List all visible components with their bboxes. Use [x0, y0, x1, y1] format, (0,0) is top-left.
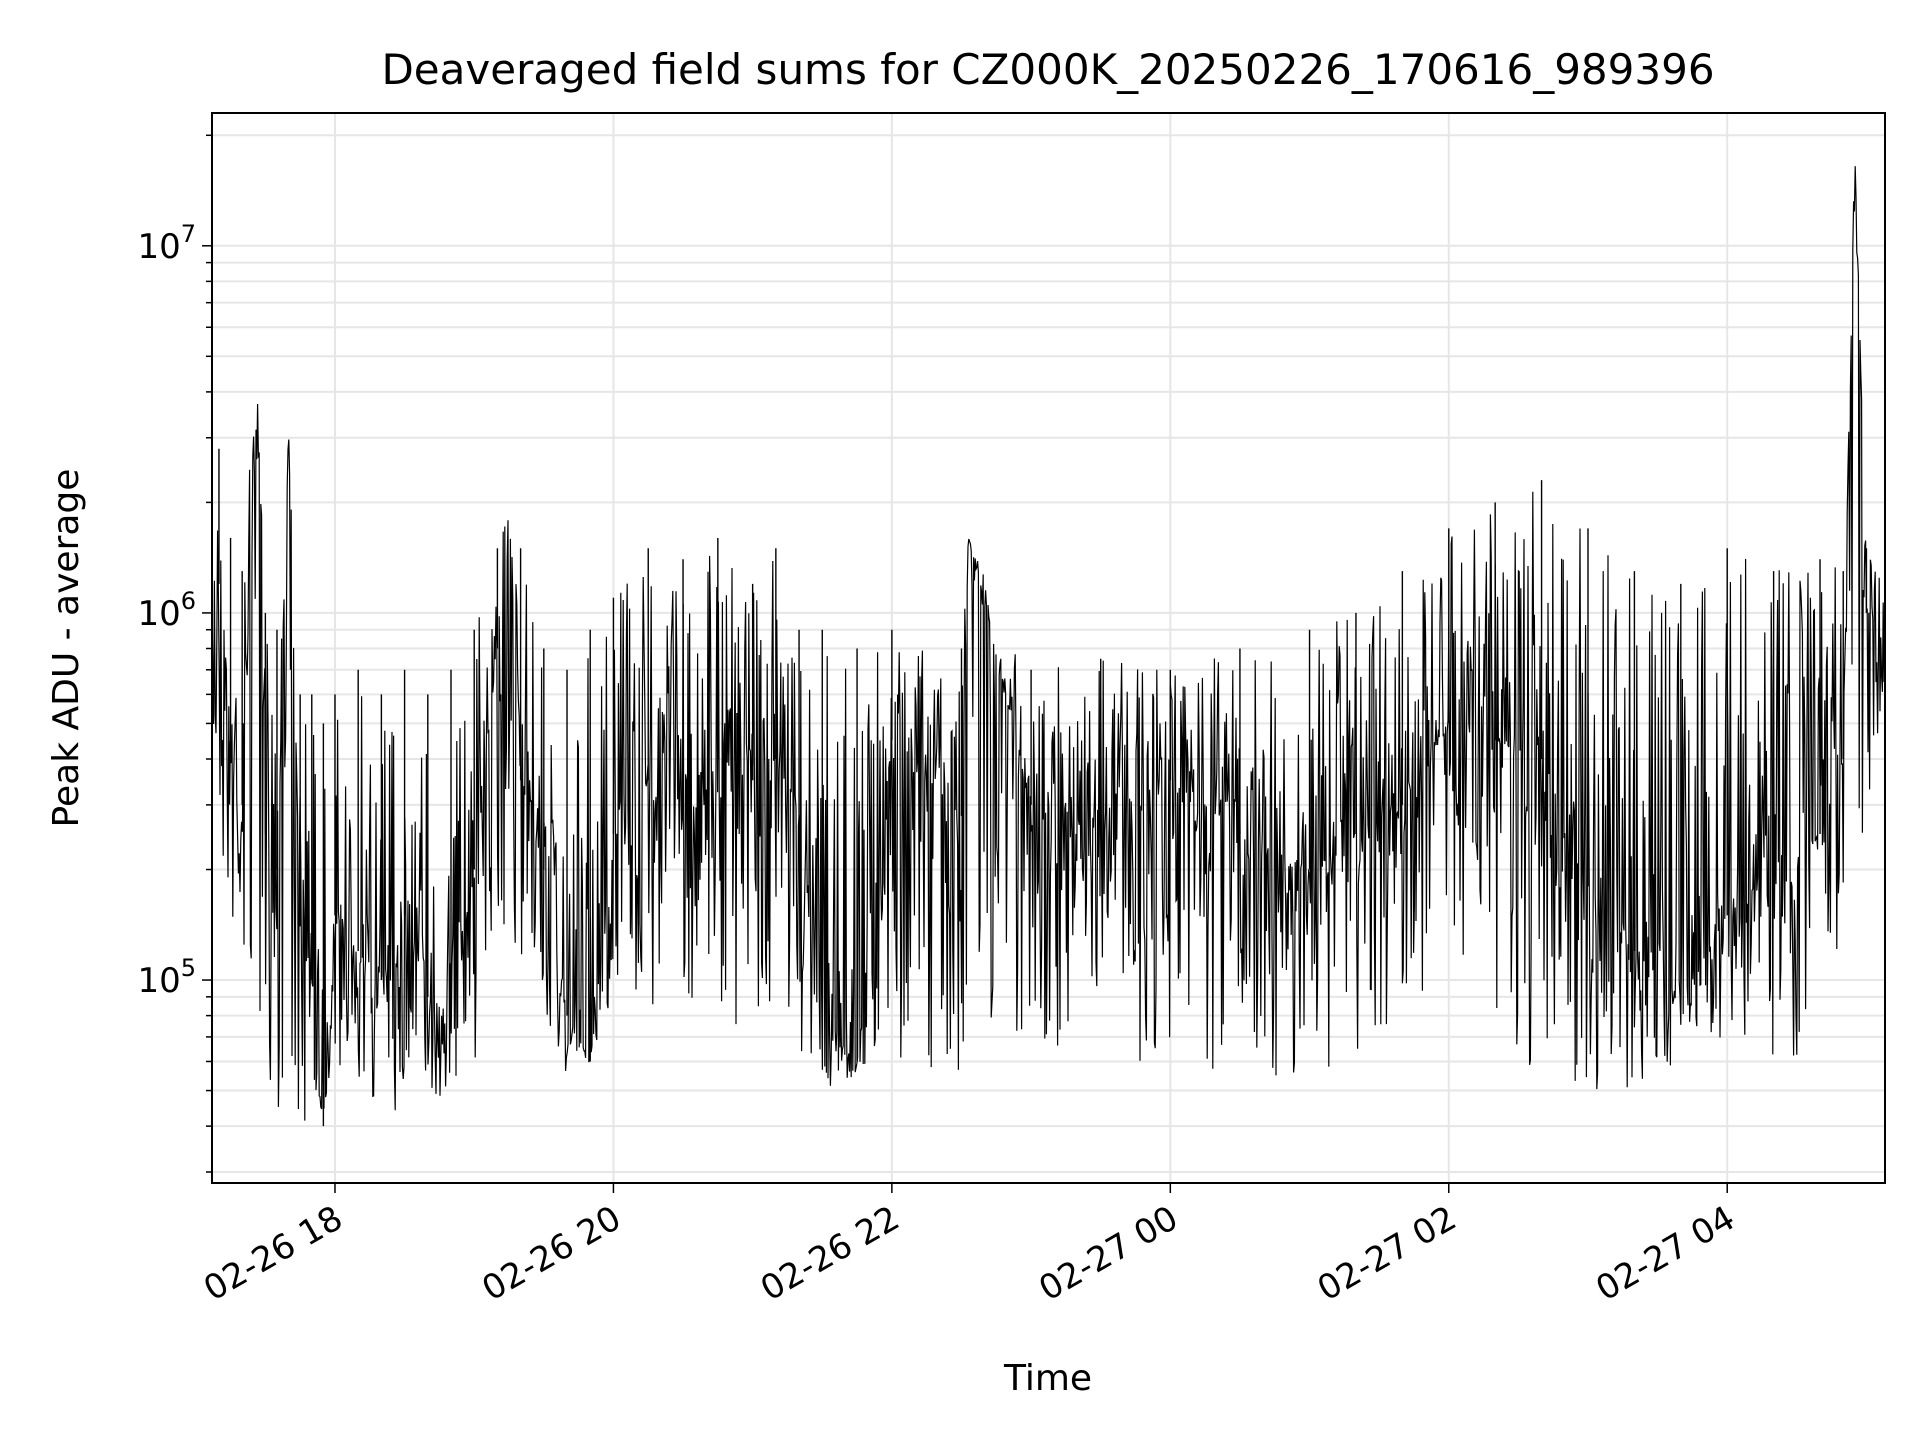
y-tick-label: 106: [137, 587, 196, 634]
y-axis-label: Peak ADU - average: [46, 469, 87, 828]
series-line: [211, 166, 1886, 1121]
chart-title: Deaveraged field sums for CZ000K_2025022…: [381, 45, 1714, 94]
x-axis-label: Time: [1003, 1358, 1092, 1399]
y-tick-label: 105: [137, 954, 196, 1001]
y-tick-label: 107: [137, 220, 196, 267]
